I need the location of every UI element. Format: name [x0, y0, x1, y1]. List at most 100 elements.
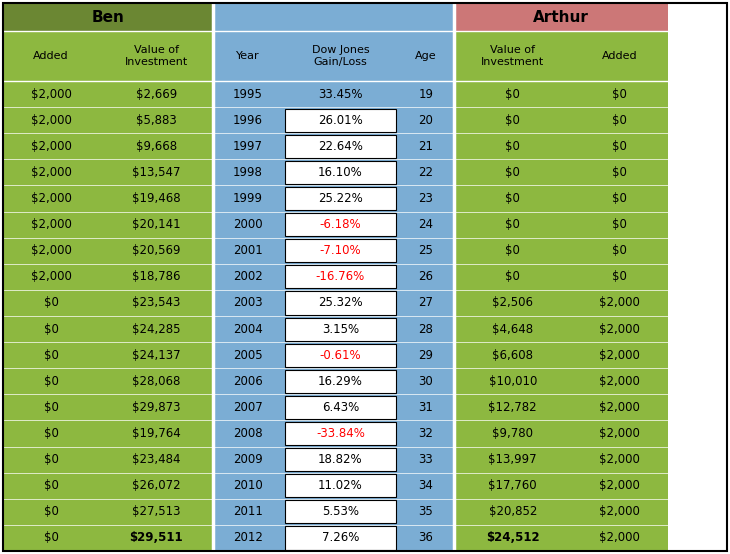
Text: 21: 21: [418, 140, 434, 153]
Text: $2,000: $2,000: [31, 88, 72, 101]
Text: 2001: 2001: [233, 244, 263, 257]
Bar: [285, 135, 396, 158]
Bar: [454, 238, 668, 264]
Bar: [213, 160, 454, 186]
Text: $2,000: $2,000: [599, 296, 640, 310]
Text: Ben: Ben: [91, 9, 124, 24]
Text: $29,511: $29,511: [129, 531, 183, 545]
Text: 30: 30: [418, 375, 433, 388]
Bar: [285, 265, 396, 289]
Bar: [454, 499, 668, 525]
Text: $2,000: $2,000: [31, 140, 72, 153]
Bar: [285, 291, 396, 315]
Text: 28: 28: [418, 322, 433, 336]
Text: $0: $0: [612, 166, 627, 179]
Text: 35: 35: [418, 505, 433, 519]
Text: 33.45%: 33.45%: [318, 88, 363, 101]
Bar: [3, 316, 213, 342]
Text: $12,782: $12,782: [488, 401, 537, 414]
Bar: [3, 290, 213, 316]
Bar: [285, 213, 396, 236]
Bar: [454, 31, 668, 81]
Text: $0: $0: [44, 453, 58, 466]
Text: $2,000: $2,000: [31, 244, 72, 257]
Text: 34: 34: [418, 479, 433, 492]
Text: $20,141: $20,141: [132, 218, 180, 231]
Bar: [213, 342, 454, 368]
Bar: [454, 525, 668, 551]
Text: $24,285: $24,285: [132, 322, 180, 336]
Bar: [454, 420, 668, 447]
Text: $0: $0: [612, 114, 627, 127]
Text: 24: 24: [418, 218, 434, 231]
Text: 36: 36: [418, 531, 433, 545]
Bar: [213, 107, 454, 133]
Text: 2006: 2006: [233, 375, 263, 388]
Text: $0: $0: [505, 218, 520, 231]
Text: 2005: 2005: [234, 348, 263, 362]
Text: $0: $0: [505, 140, 520, 153]
Text: $17,760: $17,760: [488, 479, 537, 492]
Bar: [285, 239, 396, 262]
Bar: [3, 133, 213, 160]
Text: $2,000: $2,000: [599, 453, 640, 466]
Bar: [3, 420, 213, 447]
Text: $0: $0: [505, 166, 520, 179]
Bar: [213, 499, 454, 525]
Bar: [3, 160, 213, 186]
Text: $29,873: $29,873: [132, 401, 180, 414]
Bar: [3, 81, 213, 107]
Bar: [454, 107, 668, 133]
Bar: [285, 317, 396, 341]
Bar: [285, 448, 396, 471]
Text: $20,569: $20,569: [132, 244, 180, 257]
Text: $0: $0: [44, 531, 58, 545]
Text: $0: $0: [612, 218, 627, 231]
Bar: [285, 343, 396, 367]
Text: $0: $0: [505, 192, 520, 205]
Text: 22: 22: [418, 166, 434, 179]
Text: $9,668: $9,668: [136, 140, 177, 153]
Text: -7.10%: -7.10%: [320, 244, 361, 257]
Text: $2,000: $2,000: [31, 166, 72, 179]
Text: 33: 33: [418, 453, 433, 466]
Bar: [454, 368, 668, 394]
Text: $0: $0: [44, 427, 58, 440]
Text: $5,883: $5,883: [136, 114, 177, 127]
Bar: [213, 368, 454, 394]
Text: -33.84%: -33.84%: [316, 427, 365, 440]
Bar: [454, 186, 668, 212]
Text: Value of
Investment: Value of Investment: [481, 45, 545, 67]
Text: $2,669: $2,669: [136, 88, 177, 101]
Text: 1999: 1999: [233, 192, 263, 205]
Text: -16.76%: -16.76%: [316, 270, 365, 283]
Text: $0: $0: [612, 88, 627, 101]
Text: $0: $0: [44, 505, 58, 519]
Bar: [285, 370, 396, 393]
Bar: [3, 107, 213, 133]
Text: $19,764: $19,764: [131, 427, 180, 440]
Text: $24,512: $24,512: [486, 531, 539, 545]
Text: 18.82%: 18.82%: [318, 453, 363, 466]
Bar: [454, 81, 668, 107]
Text: 6.43%: 6.43%: [322, 401, 359, 414]
Text: 25.32%: 25.32%: [318, 296, 363, 310]
Bar: [285, 500, 396, 524]
Text: $0: $0: [44, 375, 58, 388]
Text: $2,000: $2,000: [599, 322, 640, 336]
Bar: [454, 133, 668, 160]
Text: 20: 20: [418, 114, 433, 127]
Text: $0: $0: [44, 479, 58, 492]
Bar: [3, 238, 213, 264]
Text: $13,547: $13,547: [132, 166, 180, 179]
Text: 5.53%: 5.53%: [322, 505, 359, 519]
Bar: [3, 394, 213, 420]
Text: 1997: 1997: [233, 140, 263, 153]
Bar: [3, 264, 213, 290]
Bar: [213, 133, 454, 160]
Text: $0: $0: [612, 270, 627, 283]
Text: 2002: 2002: [233, 270, 263, 283]
Text: $0: $0: [505, 270, 520, 283]
Bar: [213, 81, 454, 107]
Text: 1995: 1995: [233, 88, 263, 101]
